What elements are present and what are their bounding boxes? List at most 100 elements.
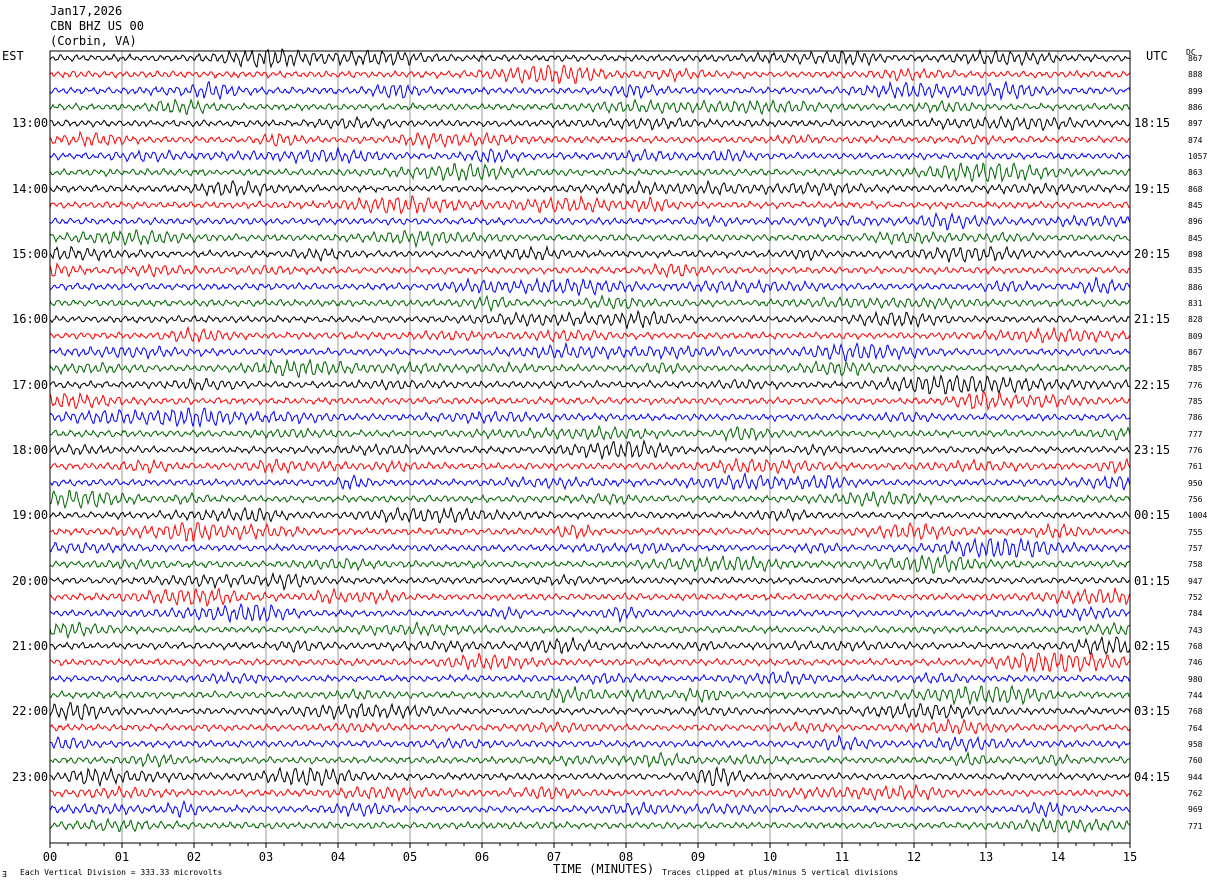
- trace-line: [49, 670, 1131, 686]
- dc-value: 868: [1188, 184, 1203, 194]
- dc-value: 762: [1188, 788, 1203, 798]
- trace-line: [49, 799, 1131, 818]
- dc-value: 897: [1188, 119, 1203, 129]
- est-hour-label: 17:00: [12, 377, 49, 392]
- utc-hour-label: 02:15: [1134, 638, 1171, 653]
- x-tick-label: 07: [547, 850, 561, 864]
- est-hour-label: 19:00: [12, 508, 49, 523]
- dc-value: 744: [1188, 690, 1203, 700]
- trace-line: [49, 521, 1131, 542]
- trace-line: [49, 262, 1131, 279]
- dc-value: 1004: [1188, 511, 1208, 521]
- trace-line: [49, 751, 1131, 768]
- trace-line: [49, 621, 1131, 640]
- est-hour-label: 14:00: [12, 181, 49, 196]
- dc-value: 874: [1188, 135, 1203, 145]
- trace-line: [49, 373, 1131, 395]
- dc-value: 768: [1188, 707, 1203, 717]
- trace-line: [49, 115, 1131, 132]
- trace-line: [49, 276, 1131, 297]
- utc-hour-label: 03:15: [1134, 704, 1171, 719]
- clipping-note: Traces clipped at plus/minus 5 vertical …: [662, 868, 899, 877]
- trace-line: [49, 341, 1131, 362]
- trace-line: [49, 48, 1131, 69]
- x-tick-label: 10: [763, 850, 777, 864]
- utc-hour-label: 23:15: [1134, 442, 1171, 457]
- dc-value: 886: [1188, 282, 1203, 292]
- trace-line: [49, 358, 1131, 379]
- x-tick-label: 15: [1123, 850, 1137, 864]
- utc-hour-label: 21:15: [1134, 312, 1171, 327]
- minute-gridlines: [121, 51, 1059, 843]
- corner-mark: ∃: [2, 870, 7, 879]
- date-label: Jan17,2026: [50, 4, 123, 18]
- dc-value: 757: [1188, 543, 1203, 553]
- dc-value: 969: [1188, 805, 1203, 815]
- utc-hour-label: 01:15: [1134, 573, 1171, 588]
- est-hour-label: 23:00: [12, 769, 49, 784]
- trace-line: [49, 652, 1131, 674]
- x-tick-label: 12: [907, 850, 921, 864]
- dc-value: 761: [1188, 462, 1203, 472]
- trace-line: [49, 439, 1131, 461]
- trace-line: [49, 130, 1131, 151]
- trace-line: [49, 211, 1131, 231]
- utc-hour-label: 00:15: [1134, 508, 1171, 523]
- dc-value: 980: [1188, 674, 1203, 684]
- trace-line: [49, 245, 1131, 263]
- dc-value: 835: [1188, 266, 1203, 276]
- x-tick-label: 13: [979, 850, 993, 864]
- seismic-traces: [49, 48, 1131, 834]
- dc-value: 867: [1188, 347, 1203, 357]
- trace-line: [49, 636, 1131, 655]
- trace-line: [49, 684, 1131, 706]
- dc-value: 845: [1188, 200, 1203, 210]
- utc-hour-label: 22:15: [1134, 377, 1171, 392]
- utc-hour-label: 04:15: [1134, 769, 1171, 784]
- est-hour-label: 21:00: [12, 638, 49, 653]
- dc-value: 845: [1188, 233, 1203, 243]
- dc-header-label: DC: [1186, 48, 1196, 57]
- dc-value: 958: [1188, 739, 1203, 749]
- est-hour-label: 22:00: [12, 704, 49, 719]
- dc-value: 776: [1188, 380, 1203, 390]
- dc-value: 752: [1188, 592, 1203, 602]
- dc-value: 746: [1188, 658, 1203, 668]
- trace-line: [49, 424, 1131, 443]
- x-tick-label: 08: [619, 850, 633, 864]
- trace-line: [49, 602, 1131, 624]
- dc-value: 950: [1188, 478, 1203, 488]
- utc-hour-label: 20:15: [1134, 246, 1171, 261]
- vertical-division-note: Each Vertical Division = 333.33 microvol…: [20, 868, 223, 877]
- trace-line: [49, 717, 1131, 735]
- dc-value: 1057: [1188, 151, 1208, 161]
- dc-value: 756: [1188, 494, 1203, 504]
- trace-line: [49, 587, 1131, 608]
- dc-value: 888: [1188, 70, 1203, 80]
- trace-line: [49, 162, 1131, 184]
- dc-value: 899: [1188, 86, 1203, 96]
- trace-line: [49, 179, 1131, 198]
- x-tick-label: 01: [115, 850, 129, 864]
- dc-value: 867: [1188, 54, 1203, 63]
- trace-line: [49, 194, 1131, 215]
- dc-value: 785: [1188, 364, 1203, 374]
- x-tick-label: 14: [1051, 850, 1065, 864]
- dc-value: 828: [1188, 315, 1203, 325]
- trace-line: [49, 554, 1130, 574]
- x-tick-label: 09: [691, 850, 705, 864]
- est-hour-label: 20:00: [12, 573, 49, 588]
- est-hour-label: 18:00: [12, 442, 49, 457]
- trace-line: [49, 702, 1131, 722]
- dc-value: 898: [1188, 249, 1203, 259]
- utc-hour-label: 18:15: [1134, 116, 1171, 131]
- trace-line: [49, 309, 1131, 330]
- dc-value: 809: [1188, 331, 1203, 341]
- trace-line: [49, 783, 1131, 803]
- trace-line: [49, 64, 1131, 85]
- dc-value: 755: [1188, 527, 1203, 537]
- dc-value: 768: [1188, 641, 1203, 651]
- dc-value: 896: [1188, 217, 1203, 227]
- dc-value: 831: [1188, 298, 1203, 308]
- dc-value: 863: [1188, 168, 1203, 178]
